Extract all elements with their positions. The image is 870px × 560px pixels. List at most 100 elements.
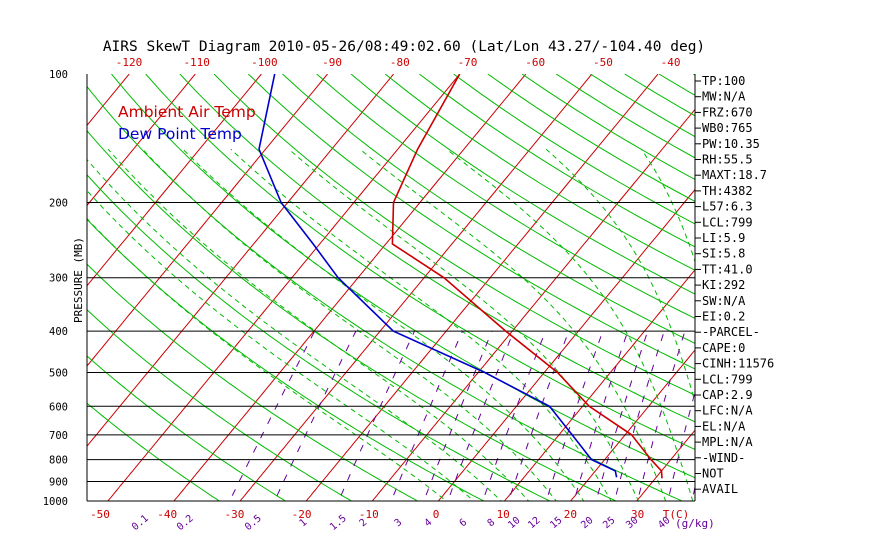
top-temp-tick-label: -50 (593, 56, 613, 69)
dry-adiabat-line (213, 74, 695, 396)
dry-adiabat-line (87, 309, 353, 501)
top-temp-tick-label: -80 (390, 56, 410, 69)
mixing-ratio-label: 0.1 (130, 513, 151, 533)
mixing-ratio-label: 25 (601, 515, 617, 531)
mixing-ratio-line (482, 330, 546, 501)
index-label: LCL:799 (702, 372, 753, 386)
moist-adiabat-line (446, 148, 694, 501)
top-temp-tick-label: -60 (525, 56, 545, 69)
isotherm-line (107, 74, 461, 501)
profiles (258, 74, 663, 479)
bottom-unit-label: T(C) (663, 508, 690, 521)
dry-adiabat-line (145, 74, 695, 451)
legend-entry: Ambient Air Temp (118, 103, 256, 121)
mixing-ratio-unit-label: (g/kg) (675, 517, 715, 530)
bottom-temp-tick-label: 10 (497, 508, 510, 521)
dry-adiabat-line (384, 74, 695, 271)
dry-adiabat-line (87, 174, 551, 501)
isotherm-line (569, 349, 695, 501)
legend: Ambient Air Temp Dew Point Temp (118, 103, 256, 143)
mixing-ratio-line (691, 484, 695, 501)
top-temp-tick-label: -100 (251, 56, 278, 69)
index-label: EL:N/A (702, 419, 746, 433)
dry-adiabat-line (87, 218, 485, 501)
isotherm-line (503, 269, 695, 501)
mixing-ratio-line (229, 330, 316, 501)
top-temp-tick-label: -110 (183, 56, 210, 69)
mixing-ratio-line (636, 330, 686, 501)
isotherm-line (87, 74, 130, 127)
index-label: -PARCEL- (702, 325, 760, 339)
index-label: SW:N/A (702, 294, 746, 308)
bottom-temp-tick-label: 0 (433, 508, 440, 521)
dry-adiabat-line (521, 74, 695, 181)
y-axis-title: PRESSURE (MB) (72, 237, 85, 323)
index-label: MW:N/A (702, 90, 746, 104)
mixing-ratio-label: 4 (423, 517, 435, 529)
dry-adiabat-line (87, 129, 618, 501)
pressure-tick-label: 100 (49, 69, 68, 81)
isotherm-line (173, 74, 527, 501)
index-label: -WIND- (702, 451, 745, 465)
mixing-ratio-line (390, 330, 463, 501)
mixing-ratio-line (338, 330, 415, 501)
pressure-tick-label: 500 (49, 367, 68, 379)
bottom-temp-tick-label: -20 (292, 508, 312, 521)
mixing-ratio-line (573, 330, 629, 501)
index-label: TH:4382 (702, 184, 753, 198)
dry-adiabat-line (316, 74, 695, 320)
index-label: LCL:799 (702, 215, 753, 229)
isotherm-line (0, 74, 63, 510)
index-label: LI:5.9 (702, 231, 745, 245)
bottom-temp-tick-label: -50 (90, 508, 110, 521)
legend-entry: Dew Point Temp (118, 125, 242, 143)
isotherm-line (87, 74, 394, 448)
index-label: TT:41.0 (702, 262, 753, 276)
index-label: L57:6.3 (702, 200, 753, 214)
top-temp-tick-label: -120 (116, 56, 143, 69)
bottom-temp-tick-label: -30 (224, 508, 244, 521)
pressure-tick-label: 600 (49, 401, 68, 413)
chart-title: AIRS SkewT Diagram 2010-05-26/08:49:02.6… (103, 39, 705, 55)
index-label: RH:55.5 (702, 153, 753, 167)
mixing-ratio-label: 3 (393, 517, 405, 529)
index-label: CAPE:0 (702, 341, 745, 355)
mixing-ratio-label: 20 (579, 515, 595, 531)
index-label: EI:0.2 (702, 310, 745, 324)
dry-adiabat-line (179, 74, 695, 423)
index-label: SI:5.8 (702, 247, 745, 261)
bottom-temp-tick-label: -40 (157, 508, 177, 521)
mixing-ratio-line (274, 330, 357, 501)
top-temp-tick-label: -90 (322, 56, 342, 69)
index-label: MPL:N/A (702, 435, 753, 449)
isotherm-line (87, 74, 328, 367)
dry-adiabat-line (830, 74, 870, 510)
index-label: TP:100 (702, 74, 745, 88)
mixing-ratio-label: 2 (358, 517, 370, 529)
mixing-ratio-line (447, 330, 515, 501)
index-label: NOT (702, 467, 724, 481)
pressure-tick-label: 200 (49, 198, 68, 210)
pressure-tick-label: 900 (49, 476, 68, 488)
moist-adiabat-line (230, 148, 612, 501)
pressure-tick-label: 300 (49, 273, 68, 285)
top-temp-tick-label: -40 (661, 56, 681, 69)
dry-adiabat-line (87, 355, 287, 501)
dry-adiabat-line (796, 74, 870, 510)
isotherm-line (761, 74, 870, 510)
dewpoint-profile (258, 74, 618, 478)
isotherm-line (828, 74, 870, 510)
moist-adiabat-line (87, 158, 502, 501)
dry-adiabat-line (87, 402, 221, 501)
mixing-ratio-line (667, 390, 695, 501)
mixing-ratio-label: 0.2 (175, 513, 196, 533)
mixing-ratio-line (545, 330, 604, 501)
index-label: KI:292 (702, 278, 745, 292)
bottom-temp-tick-label: 30 (631, 508, 644, 521)
dry-adiabat-line (87, 85, 684, 501)
moist-adiabat-line (182, 148, 585, 501)
mixing-ratio-line (595, 330, 649, 501)
dry-adiabat-line (282, 74, 695, 344)
bottom-temp-tick-label: -10 (359, 508, 379, 521)
mixing-ratio-label: 1 (298, 517, 310, 529)
